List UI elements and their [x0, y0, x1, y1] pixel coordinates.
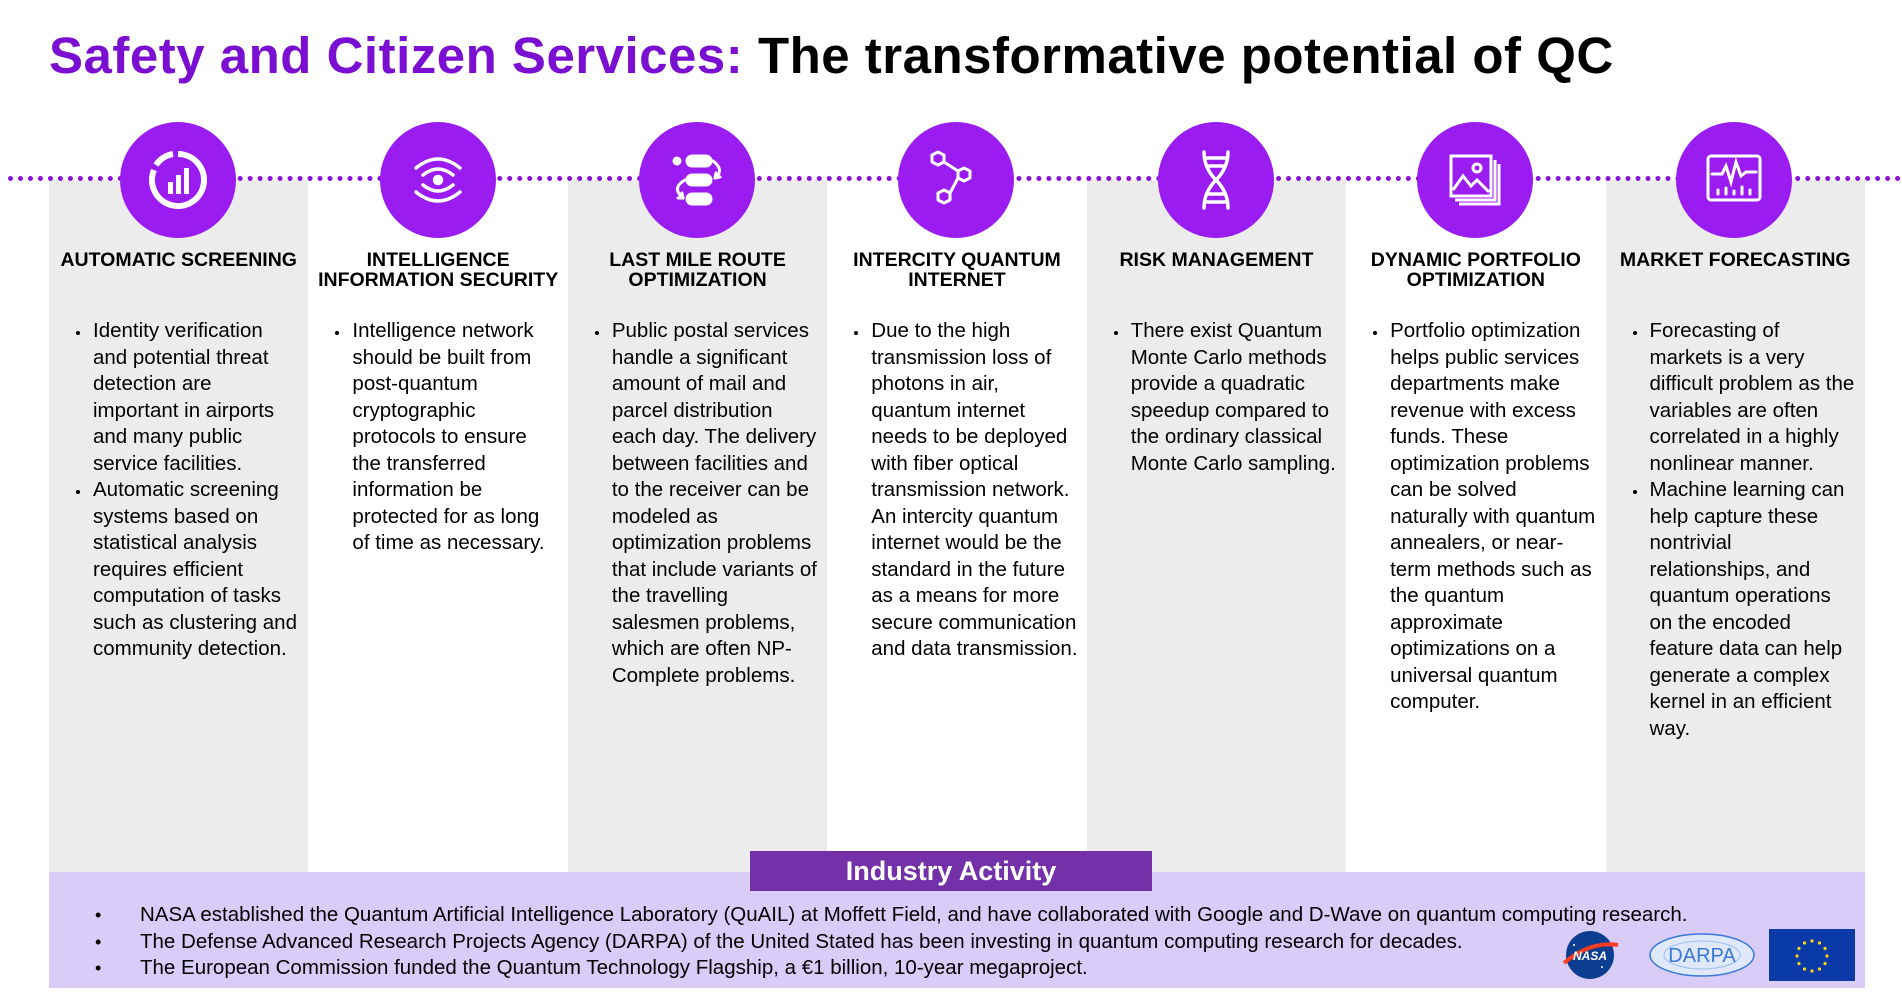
- nasa-logo: NASA: [1558, 927, 1622, 983]
- column-title: DYNAMIC PORTFOLIO OPTIMIZATION: [1370, 249, 1581, 291]
- column-bullet: There exist Quantum Monte Carlo methods …: [1129, 318, 1338, 477]
- monitor-chart-icon: [1676, 122, 1792, 238]
- industry-item: NASA established the Quantum Artificial …: [91, 902, 1687, 929]
- page-title: Safety and Citizen Services: The transfo…: [49, 26, 1614, 85]
- column-bullet: Machine learning can help capture these …: [1648, 477, 1857, 742]
- column-body: Forecasting of markets is a very difficu…: [1620, 318, 1857, 742]
- title-category: Safety and Citizen Services:: [49, 27, 744, 84]
- pie-chart-icon: [120, 122, 236, 238]
- column-risk-management: RISK MANAGEMENT There exist Quantum Mont…: [1086, 180, 1347, 872]
- eu-flag-logo: [1769, 929, 1855, 981]
- title-main: The transformative potential of QC: [757, 27, 1614, 84]
- dna-icon: [1158, 122, 1274, 238]
- column-bullet: Identity verification and potential thre…: [91, 318, 300, 477]
- column-bullet: Intelligence network should be built fro…: [350, 318, 559, 557]
- column-body: Identity verification and potential thre…: [63, 318, 300, 663]
- column-market-forecasting: MARKET FORECASTING Forecasting of market…: [1605, 180, 1865, 872]
- industry-activity-heading: Industry Activity: [750, 851, 1152, 891]
- industry-activity-panel: NASA established the Quantum Artificial …: [49, 872, 1865, 988]
- column-bullet: Portfolio optimization helps public serv…: [1388, 318, 1597, 716]
- column-automatic-screening: AUTOMATIC SCREENING Identity verificatio…: [49, 180, 309, 872]
- signal-waves-icon: [380, 122, 496, 238]
- column-bullet: Forecasting of markets is a very difficu…: [1648, 318, 1857, 477]
- route-arrows-icon: [639, 122, 755, 238]
- column-body: Due to the high transmission loss of pho…: [841, 318, 1078, 663]
- use-case-columns: AUTOMATIC SCREENING Identity verificatio…: [49, 180, 1865, 872]
- industry-item: The Defense Advanced Research Projects A…: [91, 929, 1687, 956]
- image-stack-icon: [1417, 122, 1533, 238]
- column-intercity-quantum-internet: INTERCITY QUANTUM INTERNET Due to the hi…: [827, 180, 1087, 872]
- column-body: Intelligence network should be built fro…: [322, 318, 559, 557]
- column-body: Portfolio optimization helps public serv…: [1360, 318, 1597, 716]
- column-bullet: Due to the high transmission loss of pho…: [869, 318, 1078, 663]
- column-bullet: Automatic screening systems based on sta…: [91, 477, 300, 663]
- industry-item: The European Commission funded the Quant…: [91, 955, 1687, 982]
- column-title: INTERCITY QUANTUM INTERNET: [853, 249, 1061, 291]
- darpa-logo-text: DARPA: [1668, 945, 1736, 967]
- molecule-icon: [898, 122, 1014, 238]
- column-last-mile-route-optimization: LAST MILE ROUTE OPTIMIZATION Public post…: [567, 180, 828, 872]
- column-dynamic-portfolio-optimization: DYNAMIC PORTFOLIO OPTIMIZATION Portfolio…: [1346, 180, 1606, 872]
- column-body: Public postal services handle a signific…: [582, 318, 819, 689]
- column-title: MARKET FORECASTING: [1619, 249, 1851, 271]
- nasa-logo-text: NASA: [1573, 949, 1607, 963]
- column-title: AUTOMATIC SCREENING: [60, 249, 297, 271]
- column-title: LAST MILE ROUTE OPTIMIZATION: [609, 249, 786, 291]
- column-title: RISK MANAGEMENT: [1119, 249, 1314, 271]
- darpa-logo: DARPA: [1648, 931, 1756, 979]
- column-title: INTELLIGENCE INFORMATION SECURITY: [318, 249, 559, 291]
- column-body: There exist Quantum Monte Carlo methods …: [1101, 318, 1338, 477]
- column-intelligence-information-security: INTELLIGENCE INFORMATION SECURITY Intell…: [308, 180, 568, 872]
- column-bullet: Public postal services handle a signific…: [610, 318, 819, 689]
